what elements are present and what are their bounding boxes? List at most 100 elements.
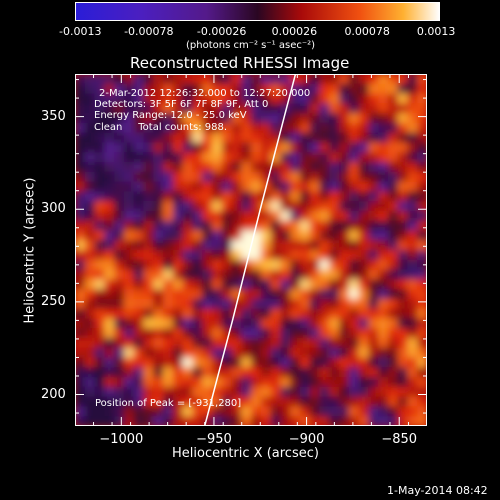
heatmap-cell (192, 210, 203, 222)
heatmap-cell (260, 132, 272, 144)
heatmap-cell (123, 132, 135, 144)
heatmap-cell (368, 142, 379, 153)
heatmap-cell (270, 83, 281, 95)
heatmap-cell (270, 338, 281, 349)
heatmap-cell (163, 250, 174, 261)
heatmap-cell (329, 406, 340, 417)
heatmap-cell (407, 132, 418, 144)
heatmap-cell (104, 103, 115, 114)
heatmap-cell (241, 210, 252, 222)
heatmap-cell (387, 396, 399, 408)
heatmap-cell (133, 259, 145, 271)
heatmap-cell (339, 347, 350, 359)
heatmap-cell (407, 122, 418, 134)
heatmap-cell (348, 396, 360, 408)
heatmap-cell (172, 386, 184, 398)
heatmap-cell (211, 162, 223, 173)
heatmap-cell (241, 230, 252, 241)
heatmap-cell (319, 386, 330, 398)
heatmap-cell (280, 210, 291, 222)
heatmap-cell (133, 93, 145, 104)
heatmap-cell (387, 367, 399, 378)
heatmap-cell (358, 279, 369, 290)
heatmap-cell (290, 338, 301, 349)
heatmap-cell (133, 83, 145, 95)
heatmap-cell (368, 396, 379, 408)
heatmap-cell (94, 338, 105, 349)
heatmap-cell (172, 259, 184, 271)
heatmap-cell (407, 377, 418, 388)
heatmap-cell (329, 220, 340, 232)
heatmap-cell (260, 74, 272, 85)
heatmap-cell (270, 171, 281, 183)
heatmap-cell (75, 269, 86, 280)
heatmap-cell (75, 113, 86, 124)
heatmap-cell (133, 201, 145, 212)
heatmap-cell (387, 386, 399, 398)
heatmap-cell (94, 171, 105, 183)
heatmap-cell (339, 181, 350, 192)
heatmap-cell (133, 416, 145, 426)
heatmap-cell (378, 171, 389, 183)
heatmap-cell (290, 122, 301, 134)
heatmap-cell (221, 308, 233, 320)
heatmap-cell (133, 162, 145, 173)
heatmap-cell (387, 181, 399, 192)
heatmap-cell (397, 328, 409, 339)
heatmap-cell (94, 279, 105, 290)
heatmap-cell (123, 357, 135, 368)
heatmap-cell (299, 240, 311, 251)
heatmap-cell (378, 132, 389, 144)
heatmap-cell (319, 357, 330, 368)
y-axis-label: Heliocentric Y (arcsec) (22, 177, 38, 324)
heatmap-cell (417, 181, 427, 192)
heatmap-cell (84, 406, 96, 417)
heatmap-cell (192, 162, 203, 173)
heatmap-cell (241, 250, 252, 261)
heatmap-cell (133, 357, 145, 368)
heatmap-cell (260, 328, 272, 339)
heatmap-cell (329, 308, 340, 320)
heatmap-cell (114, 142, 125, 153)
heatmap-cell (397, 367, 409, 378)
heatmap-cell (378, 220, 389, 232)
heatmap-cell (339, 230, 350, 241)
heatmap-cell (290, 220, 301, 232)
heatmap-cell (163, 298, 174, 310)
heatmap-cell (387, 122, 399, 134)
heatmap-cell (94, 406, 105, 417)
heatmap-cell (104, 279, 115, 290)
heatmap-cell (339, 357, 350, 368)
heatmap-cell (143, 298, 154, 310)
heatmap-cell (221, 250, 233, 261)
heatmap-cell (202, 122, 213, 134)
heatmap-cell (192, 113, 203, 124)
heatmap-cell (339, 279, 350, 290)
heatmap-cell (231, 396, 242, 408)
heatmap-cell (290, 162, 301, 173)
heatmap-cell (319, 191, 330, 202)
heatmap-cell (221, 230, 233, 241)
heatmap-cell (407, 171, 418, 183)
heatmap-cell (75, 191, 86, 202)
heatmap-cell (329, 191, 340, 202)
heatmap-cell (192, 74, 203, 85)
heatmap-cell (172, 181, 184, 192)
heatmap-cell (163, 347, 174, 359)
heatmap-cell (270, 259, 281, 271)
heatmap-cell (368, 298, 379, 310)
heatmap-cell (172, 74, 184, 85)
heatmap-cell (241, 220, 252, 232)
heatmap-cell (280, 220, 291, 232)
heatmap-cell (84, 318, 96, 329)
heatmap-cell (182, 201, 193, 212)
heatmap-cell (368, 122, 379, 134)
heatmap-cell (241, 269, 252, 280)
heatmap-cell (75, 328, 86, 339)
heatmap-cell (358, 338, 369, 349)
heatmap-cell (202, 220, 213, 232)
heatmap-cell (397, 113, 409, 124)
heatmap-cell (329, 279, 340, 290)
heatmap-cell (75, 298, 86, 310)
heatmap-cell (182, 396, 193, 408)
